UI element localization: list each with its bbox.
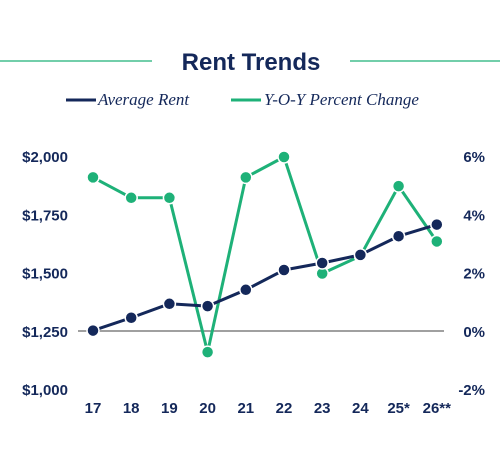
data-point-average-rent bbox=[315, 256, 329, 270]
x-axis-tick-label: 21 bbox=[237, 400, 254, 417]
data-point-y-o-y-percent-change bbox=[391, 179, 406, 193]
data-point-average-rent bbox=[162, 297, 177, 311]
right-axis-ticks: -2% 0% 2% 4% 6% bbox=[458, 149, 485, 399]
x-axis-tick-label: 25* bbox=[387, 400, 410, 417]
x-axis-tick-label: 17 bbox=[85, 400, 102, 417]
legend-label-average-rent: Average Rent bbox=[97, 90, 190, 109]
x-axis-tick-label: 18 bbox=[123, 400, 140, 417]
legend: Average Rent Y-O-Y Percent Change bbox=[66, 90, 419, 109]
data-point-y-o-y-percent-change bbox=[124, 191, 138, 205]
x-axis-tick-label: 23 bbox=[314, 400, 331, 417]
x-axis-ticks: 17 18 19 20 21 22 23 24 25* 26** bbox=[85, 400, 451, 417]
chart-title: Rent Trends bbox=[182, 49, 321, 76]
data-point-average-rent bbox=[200, 299, 215, 313]
data-point-y-o-y-percent-change bbox=[200, 345, 215, 359]
data-point-average-rent bbox=[391, 229, 406, 243]
x-axis-tick-label: 20 bbox=[199, 400, 216, 417]
series-line-y-o-y-percent-change bbox=[92, 155, 439, 354]
right-axis-tick-label: 4% bbox=[463, 207, 485, 224]
series-layer bbox=[86, 150, 444, 359]
legend-label-yoy-change: Y-O-Y Percent Change bbox=[264, 90, 419, 109]
left-axis-tick-label: $1,000 bbox=[22, 382, 68, 399]
data-point-average-rent bbox=[86, 323, 100, 338]
x-axis-tick-label: 19 bbox=[161, 400, 178, 417]
left-axis-tick-label: $2,000 bbox=[22, 149, 68, 166]
series-line-average-rent bbox=[92, 223, 438, 333]
right-axis-tick-label: -2% bbox=[458, 382, 485, 399]
data-point-average-rent bbox=[430, 217, 444, 232]
right-axis-tick-label: 2% bbox=[463, 266, 485, 283]
data-point-y-o-y-percent-change bbox=[430, 234, 444, 249]
left-axis-tick-label: $1,250 bbox=[22, 324, 68, 341]
right-axis-tick-label: 6% bbox=[463, 149, 485, 166]
x-axis-tick-label: 24 bbox=[352, 400, 369, 417]
data-point-average-rent bbox=[239, 283, 253, 297]
data-point-average-rent bbox=[124, 311, 138, 325]
data-point-y-o-y-percent-change bbox=[86, 170, 100, 185]
data-point-average-rent bbox=[277, 263, 291, 277]
left-axis-ticks: $1,000 $1,250 $1,500 $1,750 $2,000 bbox=[22, 149, 68, 399]
data-point-y-o-y-percent-change bbox=[162, 191, 177, 205]
left-axis-tick-label: $1,750 bbox=[22, 207, 68, 224]
data-point-y-o-y-percent-change bbox=[277, 150, 291, 164]
left-axis-tick-label: $1,500 bbox=[22, 266, 68, 283]
data-point-y-o-y-percent-change bbox=[239, 170, 253, 185]
right-axis-tick-label: 0% bbox=[463, 324, 485, 341]
data-point-average-rent bbox=[353, 248, 368, 262]
x-axis-tick-label: 22 bbox=[276, 400, 293, 417]
x-axis-tick-label: 26** bbox=[423, 400, 452, 417]
